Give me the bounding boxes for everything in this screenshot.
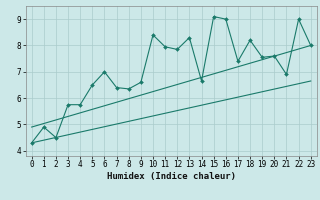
X-axis label: Humidex (Indice chaleur): Humidex (Indice chaleur) (107, 172, 236, 181)
